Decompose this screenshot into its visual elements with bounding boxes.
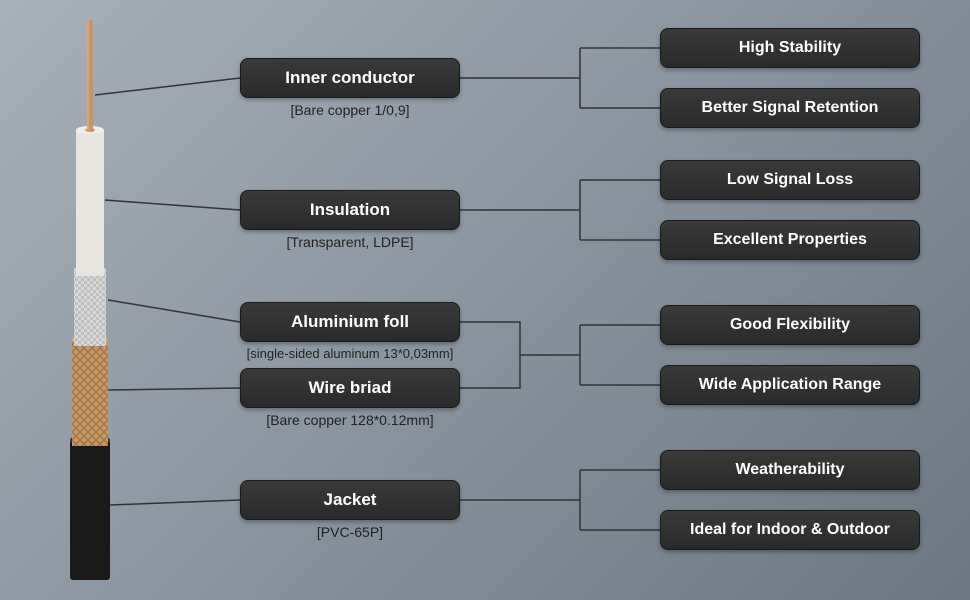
feature-badge: High Stability (660, 28, 920, 68)
feature-badge: Wide Application Range (660, 365, 920, 405)
layer-badge-jacket: Jacket (240, 480, 460, 520)
layer-spec-aluminium-foil: [single-sided aluminum 13*0,03mm] (230, 346, 470, 361)
feature-badge: Better Signal Retention (660, 88, 920, 128)
layer-spec-inner-conductor: [Bare copper 1/0,9] (240, 102, 460, 118)
feature-badge: Weatherability (660, 450, 920, 490)
layer-badge-aluminium-foil: Aluminium foll (240, 302, 460, 342)
layer-badge-inner-conductor: Inner conductor (240, 58, 460, 98)
feature-badge: Good Flexibility (660, 305, 920, 345)
layer-spec-insulation: [Transparent, LDPE] (240, 234, 460, 250)
layer-badge-insulation: Insulation (240, 190, 460, 230)
feature-badge: Excellent Properties (660, 220, 920, 260)
layer-spec-jacket: [PVC-65P] (240, 524, 460, 540)
layer-spec-wire-braid: [Bare copper 128*0.12mm] (240, 412, 460, 428)
cable-illustration (60, 20, 120, 580)
feature-badge: Ideal for Indoor & Outdoor (660, 510, 920, 550)
layer-badge-wire-braid: Wire briad (240, 368, 460, 408)
feature-badge: Low Signal Loss (660, 160, 920, 200)
